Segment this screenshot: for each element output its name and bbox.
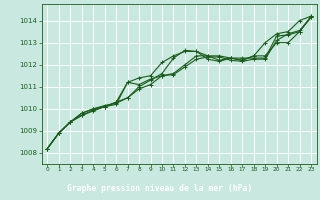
Text: Graphe pression niveau de la mer (hPa): Graphe pression niveau de la mer (hPa) — [68, 184, 252, 193]
